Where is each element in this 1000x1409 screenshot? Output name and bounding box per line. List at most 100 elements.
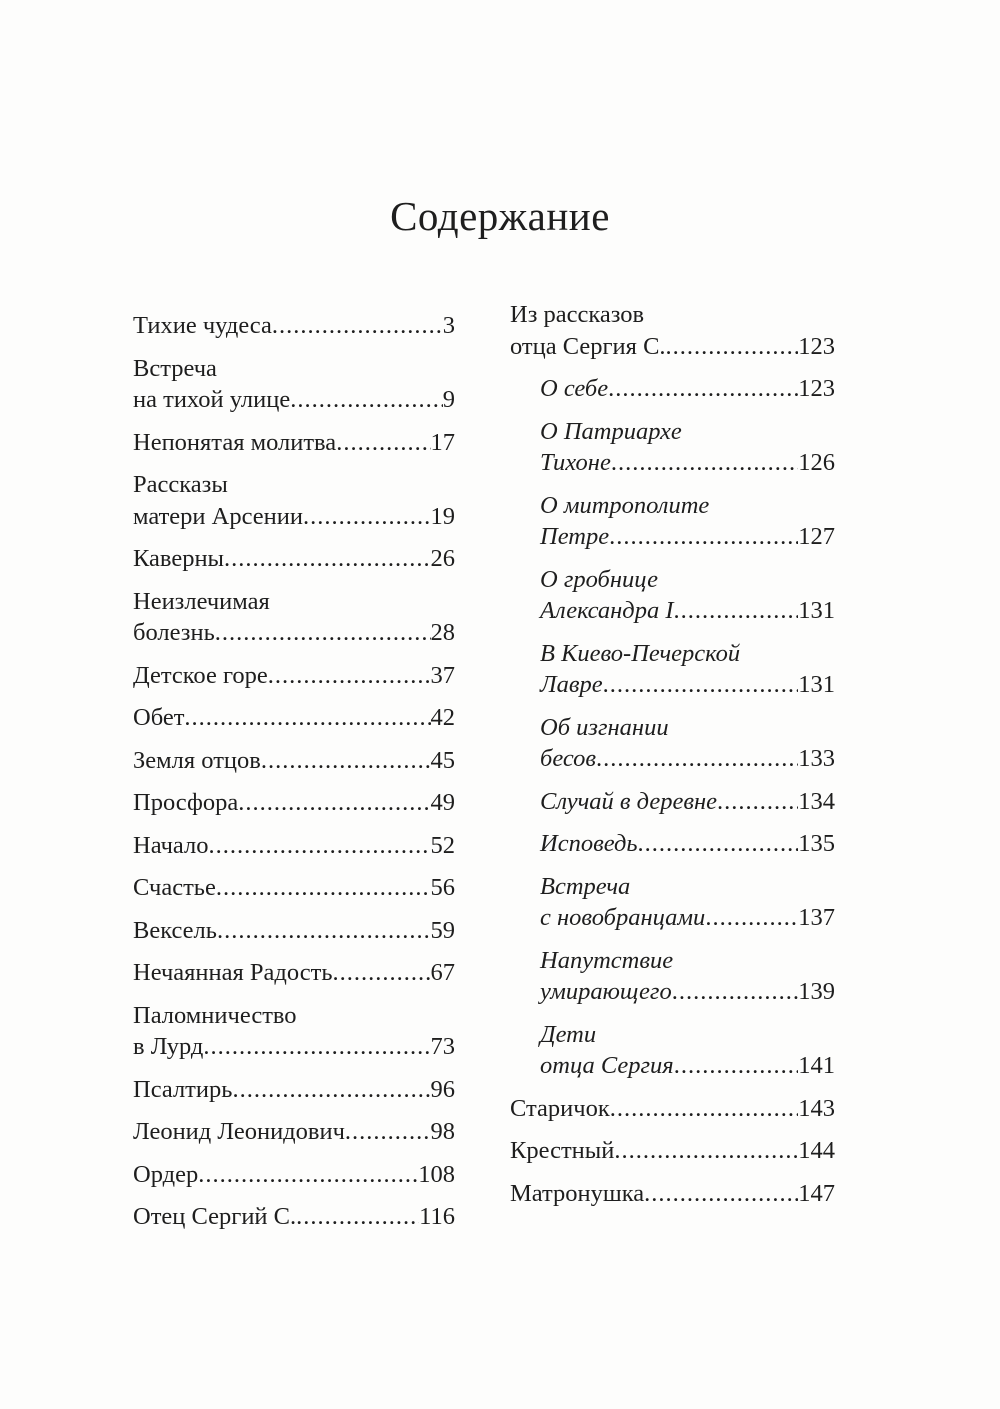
toc-entry-title: на тихой улице [133,386,291,413]
dot-leader: ........................................… [224,545,431,572]
toc-entry-title: Нечаянная Радость [133,959,333,986]
toc-entry-line: Псалтирь ...............................… [133,1074,455,1106]
toc-entry: Счастье ................................… [133,872,455,904]
toc-entry-title: отца Сергия [540,1052,674,1079]
toc-entry: О Патриархе Тихоне ......................… [510,416,835,479]
toc-entry-line: Случай в деревне .......................… [540,786,835,818]
toc-entry-title: бесов [540,745,597,772]
page-title: Содержание [390,193,610,239]
toc-entry: Тихие чудеса ...........................… [133,310,455,342]
toc-entry: Нечаянная Радость ......................… [133,957,455,989]
toc-entry-title: Случай в деревне [540,787,718,815]
toc-entry: Псалтирь ...............................… [133,1074,455,1106]
toc-entry-line: с новобранцами .........................… [540,902,835,934]
dot-leader: ........................................… [614,1137,799,1164]
dot-leader: ........................................… [198,1160,418,1188]
toc-page-number: 73 [430,1033,456,1060]
toc-page-number: 147 [798,1179,835,1207]
dot-leader: ........................................… [602,671,799,698]
dot-leader: ........................................… [608,375,798,402]
dot-leader: ........................................… [344,1118,431,1145]
dot-leader: ........................................… [673,1052,799,1079]
dot-leader: ........................................… [302,502,431,530]
toc-entry-title: отца Сергия С. [510,332,666,360]
toc-entry-line: Каверны ................................… [133,543,455,575]
toc-entry-line: Крестный ...............................… [510,1135,835,1167]
toc-entry-line: Начало .................................… [133,830,455,862]
toc-page-number: 19 [430,502,456,530]
toc-entry-line: на тихой улице .........................… [133,384,455,416]
dot-leader: ........................................… [271,312,443,339]
dot-leader: ........................................… [673,597,798,624]
toc-entry-title: матери Арсении [133,502,303,530]
toc-entry-title: Вексель [133,916,217,944]
dot-leader: ........................................… [609,523,798,550]
toc-entry-line: Лавре ..................................… [540,669,835,701]
toc-page-number: 56 [430,874,456,901]
toc-entry: Старичок ...............................… [510,1093,835,1125]
toc-entry: Об изгнании бесов .......................… [510,712,835,775]
toc-entry: Вексель ................................… [133,915,455,947]
dot-leader: ........................................… [214,619,431,646]
toc-entry-line: отца Сергия ............................… [540,1050,835,1082]
dot-leader: ........................................… [610,449,798,476]
toc-entry-line: Из рассказов [510,299,835,331]
dot-leader: ........................................… [609,1094,799,1122]
dot-leader: ........................................… [332,959,431,986]
toc-entry-title: Лавре [540,671,603,698]
toc-entry-line: Леонид Леонидович ......................… [133,1116,455,1148]
toc-entry-title: с новобранцами [540,904,706,931]
dot-leader: ........................................… [336,428,430,456]
toc-page-number: 135 [798,830,835,857]
dot-leader: ........................................… [238,789,431,816]
toc-page-number: 26 [430,545,456,572]
toc-entry: Встреча на тихой улице ..................… [133,353,455,416]
toc-entry-title: Петре [540,523,610,550]
toc-entry-title: болезнь [133,619,215,646]
toc-entry-title: Счастье [133,874,216,901]
toc-page-number: 131 [798,597,835,624]
dot-leader: ........................................… [705,904,798,931]
toc-entry-line: Дети [540,1019,835,1051]
toc-entry-title: Исповедь [540,830,638,857]
toc-entry: Неизлечимая болезнь .....................… [133,586,455,649]
toc-entry-line: Обет ...................................… [133,702,455,734]
toc-entry-title: Непонятая молитва [133,428,337,456]
toc-page-number: 96 [430,1075,456,1103]
toc-entry-title: Леонид Леонидович [133,1118,345,1145]
toc-entry-title: Рассказы [133,471,228,498]
toc-entry-title: О митрополите [540,491,710,519]
toc-entry-title: Из рассказов [510,301,645,328]
dot-leader: ........................................… [717,787,798,815]
toc-entry: Начало .................................… [133,830,455,862]
toc-entry-title: Паломничество [133,1001,297,1029]
toc-entry-line: Встреча [133,353,455,385]
toc-page-number: 133 [798,745,835,772]
toc-entry-line: умирающего .............................… [540,976,835,1008]
toc-page-number: 59 [430,916,456,944]
dot-leader: ........................................… [260,746,431,774]
toc-entry-title: умирающего [540,978,672,1005]
toc-entry-line: Об изгнании [540,712,835,744]
toc-entry-line: Исповедь ...............................… [540,828,835,860]
toc-entry-title: В Киево-Печерской [540,639,741,667]
dot-leader: ........................................… [208,831,430,859]
toc-entry-line: Тихоне .................................… [540,447,835,479]
toc-entry-line: Непонятая молитва ......................… [133,427,455,459]
toc-page-number: 28 [430,619,456,646]
toc-entry-title: Каверны [133,545,225,572]
dot-leader: ........................................… [296,1203,419,1230]
toc-entry-line: Земля отцов ............................… [133,745,455,777]
toc-entry: Крестный ...............................… [510,1135,835,1167]
toc-entry-title: О себе [540,375,609,402]
toc-page-number: 108 [418,1160,455,1188]
toc-page-number: 45 [430,746,456,774]
toc-entry-line: Счастье ................................… [133,872,455,904]
toc-page-number: 123 [798,375,835,402]
toc-page-number: 98 [430,1118,456,1145]
toc-entry-line: Нечаянная Радость ......................… [133,957,455,989]
toc-entry-title: Начало [133,831,209,859]
dot-leader: ........................................… [267,661,431,689]
toc-entry-title: Отец Сергий С. [133,1203,297,1230]
